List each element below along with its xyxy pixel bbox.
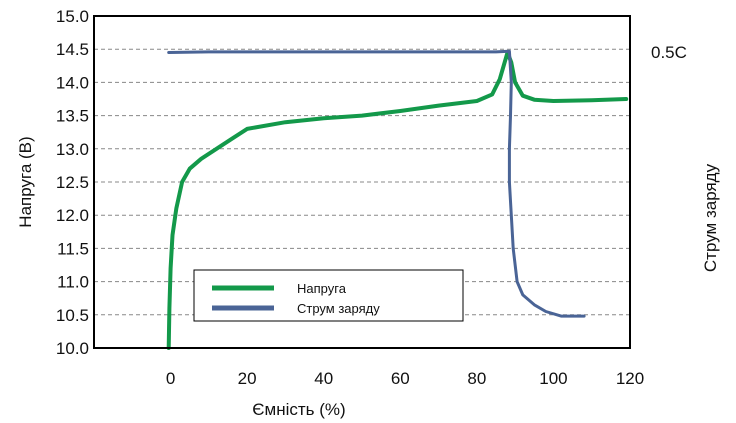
y-tick-label: 12.5 <box>56 173 89 192</box>
y-tick-labels: 10.0 10.5 11.0 11.5 12.0 12.5 13.0 13.5 14.0 14.5… <box>56 7 89 358</box>
y-tick-label: 12.0 <box>56 206 89 225</box>
x-axis-title: Ємність (%) <box>252 400 345 419</box>
plot-frame <box>93 15 631 349</box>
x-tick-label: 0 <box>166 369 175 388</box>
y-tick-label: 10.0 <box>56 339 89 358</box>
legend-box <box>193 269 464 322</box>
series-layer <box>166 49 629 350</box>
y-tick-label: 11.5 <box>57 239 89 258</box>
x-tick-label: 60 <box>391 369 410 388</box>
y-tick-label: 11.0 <box>57 273 89 292</box>
legend-label-voltage: Напруга <box>297 281 347 296</box>
y-tick-label: 14.0 <box>56 73 89 92</box>
legend: Напруга Струм заряду <box>193 269 464 322</box>
x-tick-label: 80 <box>467 369 486 388</box>
y2-axis-title: Струм заряду <box>701 163 720 272</box>
x-tick-label: 100 <box>539 369 567 388</box>
y-tick-label: 10.5 <box>56 306 89 325</box>
x-tick-labels: 0 20 40 60 80 100 120 <box>166 369 644 388</box>
x-tick-label: 20 <box>238 369 257 388</box>
x-tick-label: 120 <box>616 369 644 388</box>
y-tick-label: 14.5 <box>56 40 89 59</box>
x-tick-label: 40 <box>314 369 333 388</box>
legend-label-current: Струм заряду <box>297 301 380 316</box>
y-tick-label: 13.5 <box>56 107 89 126</box>
y-tick-label: 13.0 <box>56 140 89 159</box>
y-axis-title: Напруга (В) <box>16 136 35 227</box>
y-tick-label: 15.0 <box>56 7 89 26</box>
series-line-voltage <box>166 50 629 350</box>
series-line-current <box>167 49 586 318</box>
right-annotation: 0.5C <box>651 43 687 62</box>
